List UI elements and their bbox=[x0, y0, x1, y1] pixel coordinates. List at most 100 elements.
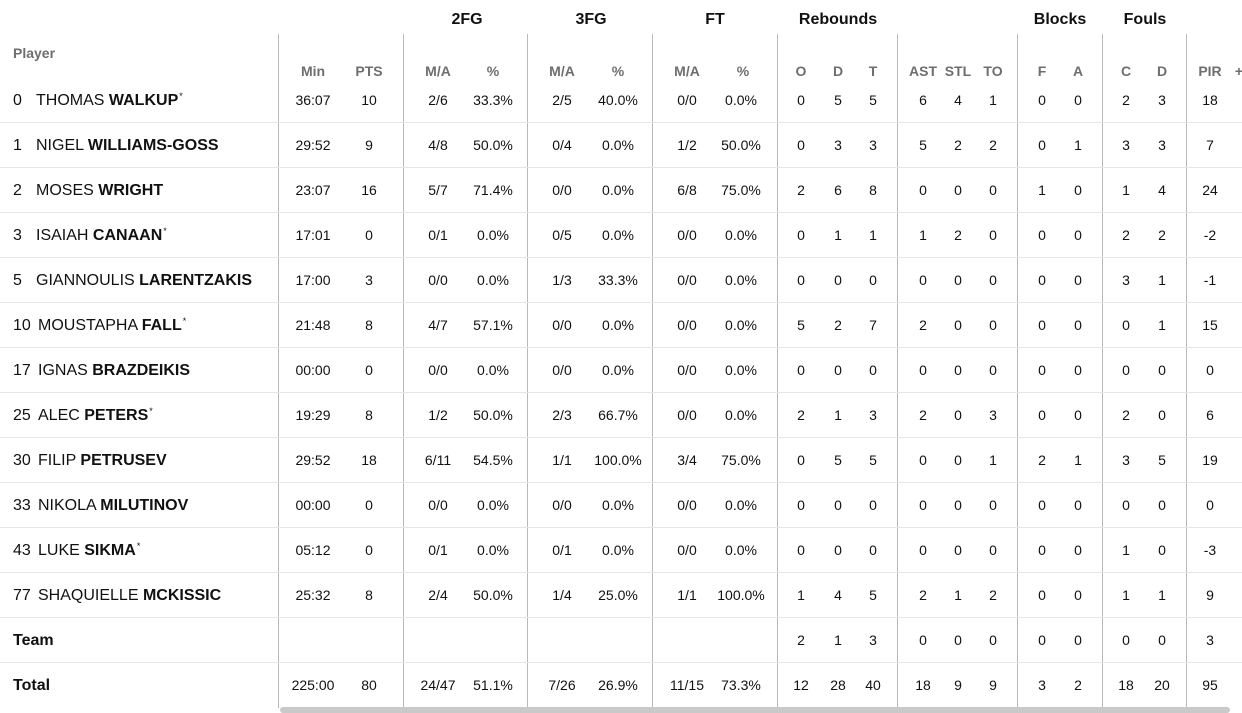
stat-cell: 0 bbox=[365, 362, 373, 378]
stat-cell: 80 bbox=[361, 677, 377, 693]
column-header[interactable]: + bbox=[1234, 63, 1242, 79]
horizontal-scrollbar[interactable] bbox=[280, 707, 1230, 713]
stat-cell: 0 bbox=[1074, 542, 1082, 558]
stat-cell: 0.0% bbox=[725, 362, 757, 378]
player-name[interactable]: 25 ALEC PETERS* bbox=[13, 393, 153, 438]
column-header[interactable]: PTS bbox=[355, 63, 383, 79]
stat-cell: 18 bbox=[915, 677, 931, 693]
stat-cell: 2 bbox=[919, 407, 927, 423]
player-first-name: NIKOLA bbox=[38, 497, 96, 514]
stat-cell: 0 bbox=[797, 92, 805, 108]
column-header[interactable]: M/A bbox=[674, 63, 700, 79]
player-name[interactable]: 17 IGNAS BRAZDEIKIS bbox=[13, 348, 190, 393]
player-last-name: WALKUP bbox=[108, 92, 179, 109]
group-header-ft: FT bbox=[705, 11, 725, 28]
stat-cell: 3 bbox=[1206, 632, 1214, 648]
column-header[interactable]: Min bbox=[300, 63, 326, 79]
player-last-name: CANAAN bbox=[92, 227, 163, 244]
stat-cell: 0.0% bbox=[602, 227, 634, 243]
stat-row: 2 1 3 0 0 0 0 0 0 0 3 bbox=[278, 618, 1242, 663]
player-row[interactable]: 25 ALEC PETERS* bbox=[0, 393, 278, 438]
stat-cell: 6/8 bbox=[677, 182, 697, 198]
stat-cell: 8 bbox=[365, 587, 373, 603]
player-row[interactable]: 33 NIKOLA MILUTINOV bbox=[0, 483, 278, 528]
column-header[interactable]: TO bbox=[983, 63, 1003, 79]
column-header[interactable]: F bbox=[1037, 63, 1047, 79]
stat-cell: 1/2 bbox=[677, 137, 697, 153]
stat-cell: 3 bbox=[1158, 92, 1166, 108]
player-last-name: MCKISSIC bbox=[142, 587, 222, 604]
stat-cell: 54.5% bbox=[473, 452, 513, 468]
stat-cell: 71.4% bbox=[473, 182, 513, 198]
stat-cell bbox=[410, 618, 466, 663]
column-header[interactable]: M/A bbox=[425, 63, 451, 79]
column-header[interactable]: C bbox=[1120, 63, 1132, 79]
column-header[interactable]: O bbox=[795, 63, 807, 79]
column-header[interactable]: STL bbox=[944, 63, 972, 79]
stat-cell: 0 bbox=[869, 542, 877, 558]
stat-cell: 0.0% bbox=[725, 497, 757, 513]
stat-cell: 0 bbox=[954, 182, 962, 198]
stat-cell: 0.0% bbox=[477, 497, 509, 513]
stat-cell: 0.0% bbox=[602, 137, 634, 153]
player-number: 0 bbox=[13, 92, 22, 109]
player-first-name: SHAQUIELLE bbox=[38, 587, 139, 604]
player-row[interactable]: 43 LUKE SIKMA* bbox=[0, 528, 278, 573]
player-first-name: ALEC bbox=[38, 407, 80, 424]
stat-cell: 5 bbox=[834, 92, 842, 108]
column-header[interactable]: M/A bbox=[549, 63, 575, 79]
stat-cell: 2 bbox=[919, 587, 927, 603]
player-row[interactable]: 3 ISAIAH CANAAN* bbox=[0, 213, 278, 258]
stat-cell: 2 bbox=[954, 227, 962, 243]
column-header[interactable]: A bbox=[1072, 63, 1084, 79]
stat-cell: 0.0% bbox=[602, 542, 634, 558]
stat-cell: 1/3 bbox=[552, 272, 572, 288]
player-row[interactable]: 10 MOUSTAPHA FALL* bbox=[0, 303, 278, 348]
stat-cell: 00:00 bbox=[295, 497, 331, 513]
player-column-header[interactable]: Player bbox=[13, 45, 56, 61]
player-last-name: LARENTZAKIS bbox=[139, 272, 253, 289]
player-row[interactable]: 17 IGNAS BRAZDEIKIS bbox=[0, 348, 278, 393]
stat-cell: 40 bbox=[865, 677, 881, 693]
column-header[interactable]: % bbox=[486, 63, 500, 79]
player-name[interactable]: 5 GIANNOULIS LARENTZAKIS bbox=[13, 258, 252, 303]
player-row[interactable]: 2 MOSES WRIGHT bbox=[0, 168, 278, 213]
column-divider bbox=[403, 34, 404, 708]
player-name[interactable]: 77 SHAQUIELLE MCKISSIC bbox=[13, 573, 221, 618]
player-row[interactable]: 0 THOMAS WALKUP* bbox=[0, 78, 278, 123]
player-row[interactable]: 77 SHAQUIELLE MCKISSIC bbox=[0, 573, 278, 618]
column-header[interactable]: AST bbox=[909, 63, 937, 79]
player-last-name: SIKMA bbox=[84, 542, 136, 559]
stat-cell: 0.0% bbox=[725, 407, 757, 423]
stats-scroll-area[interactable]: 2FG 3FG FT Rebounds Blocks Fouls Min PTS M… bbox=[278, 0, 1242, 713]
player-first-name: THOMAS bbox=[36, 92, 105, 109]
stat-cell: 0 bbox=[869, 362, 877, 378]
column-header[interactable]: D bbox=[1156, 63, 1168, 79]
player-name[interactable]: 33 NIKOLA MILUTINOV bbox=[13, 483, 188, 528]
stat-cell: 8 bbox=[365, 317, 373, 333]
player-row[interactable]: 1 NIGEL WILLIAMS-GOSS bbox=[0, 123, 278, 168]
stat-cell: 4/7 bbox=[428, 317, 448, 333]
stat-cell: 0 bbox=[1074, 182, 1082, 198]
stat-cell: 24 bbox=[1202, 182, 1218, 198]
player-name[interactable]: 43 LUKE SIKMA* bbox=[13, 528, 140, 573]
player-name[interactable]: 3 ISAIAH CANAAN* bbox=[13, 213, 167, 258]
player-name[interactable]: 10 MOUSTAPHA FALL* bbox=[13, 303, 186, 348]
stat-cell: 0 bbox=[797, 362, 805, 378]
player-last-name: MILUTINOV bbox=[100, 497, 189, 514]
player-name[interactable]: 0 THOMAS WALKUP* bbox=[13, 78, 183, 123]
player-row[interactable]: 30 FILIP PETRUSEV bbox=[0, 438, 278, 483]
player-row[interactable]: 5 GIANNOULIS LARENTZAKIS bbox=[0, 258, 278, 303]
player-name[interactable]: 30 FILIP PETRUSEV bbox=[13, 438, 167, 483]
column-header[interactable]: T bbox=[868, 63, 878, 79]
stat-cell: 17:01 bbox=[295, 227, 331, 243]
column-header[interactable]: % bbox=[736, 63, 750, 79]
player-name[interactable]: 1 NIGEL WILLIAMS-GOSS bbox=[13, 123, 219, 168]
column-header[interactable]: D bbox=[832, 63, 844, 79]
column-header[interactable]: % bbox=[611, 63, 625, 79]
player-name[interactable]: 2 MOSES WRIGHT bbox=[13, 168, 163, 213]
stat-cell: 0 bbox=[1074, 227, 1082, 243]
column-header[interactable]: PIR bbox=[1198, 63, 1222, 79]
stat-cell: 0 bbox=[365, 497, 373, 513]
stat-cell: 100.0% bbox=[717, 587, 765, 603]
